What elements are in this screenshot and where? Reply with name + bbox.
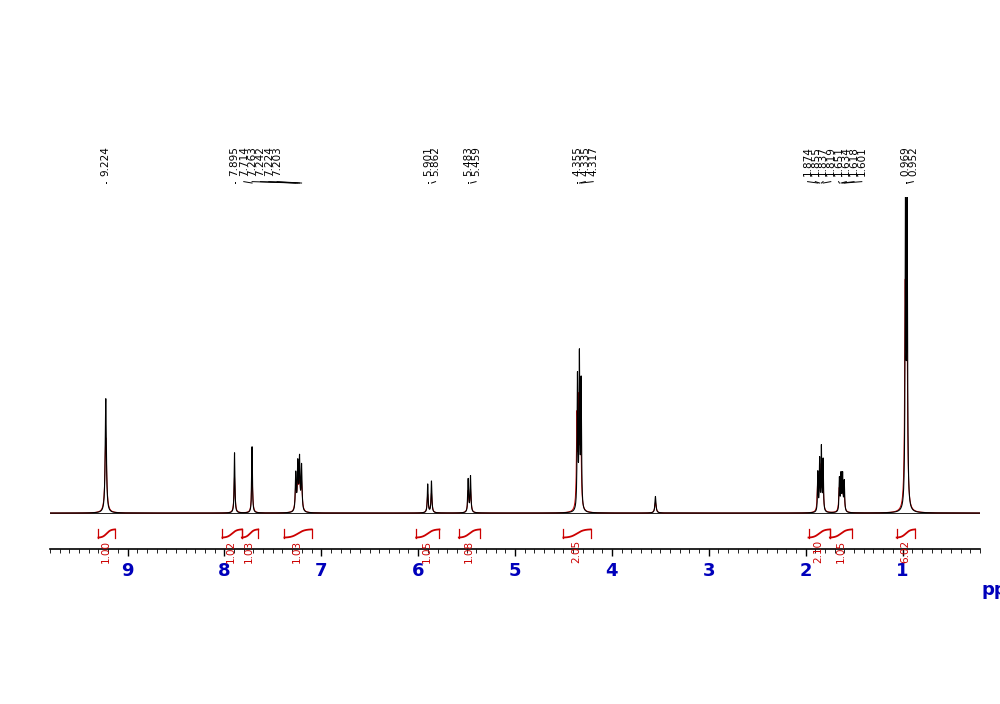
Text: 2.05: 2.05 — [571, 540, 581, 563]
Text: ppm: ppm — [982, 581, 1000, 599]
Text: 0.952: 0.952 — [908, 146, 918, 176]
Text: 1.634: 1.634 — [841, 146, 851, 176]
Text: 4.355: 4.355 — [572, 146, 582, 176]
Text: 4.317: 4.317 — [588, 146, 598, 176]
Text: 1.874: 1.874 — [803, 146, 813, 176]
Text: 7.895: 7.895 — [230, 146, 240, 176]
Text: 1.855: 1.855 — [810, 146, 820, 176]
Text: 1.601: 1.601 — [857, 146, 867, 176]
Text: 1.837: 1.837 — [818, 146, 828, 176]
Text: 1.651: 1.651 — [834, 146, 844, 176]
Text: 1.08: 1.08 — [464, 540, 474, 563]
Text: 9.224: 9.224 — [101, 146, 111, 176]
Text: 0.969: 0.969 — [901, 146, 911, 176]
Text: 1.05: 1.05 — [422, 540, 432, 563]
Text: 7.714: 7.714 — [239, 146, 249, 176]
Text: 7.203: 7.203 — [272, 146, 282, 176]
Text: 5.862: 5.862 — [431, 146, 441, 176]
Text: 5.901: 5.901 — [423, 146, 433, 176]
Text: 2.10: 2.10 — [813, 540, 823, 563]
Text: 1.819: 1.819 — [826, 146, 836, 176]
Text: 1.02: 1.02 — [226, 540, 236, 563]
Text: 6.02: 6.02 — [900, 540, 910, 563]
Text: 7.263: 7.263 — [247, 146, 257, 176]
Text: 1.00: 1.00 — [101, 540, 111, 563]
Text: 1.03: 1.03 — [292, 540, 302, 563]
Text: 1.05: 1.05 — [836, 540, 846, 563]
Text: 5.459: 5.459 — [471, 146, 481, 176]
Text: 5.483: 5.483 — [463, 146, 473, 176]
Text: 1.618: 1.618 — [849, 146, 859, 176]
Text: 7.224: 7.224 — [264, 146, 274, 176]
Text: 7.242: 7.242 — [255, 146, 265, 176]
Text: 1.03: 1.03 — [244, 540, 254, 563]
Text: 4.335: 4.335 — [580, 146, 590, 176]
